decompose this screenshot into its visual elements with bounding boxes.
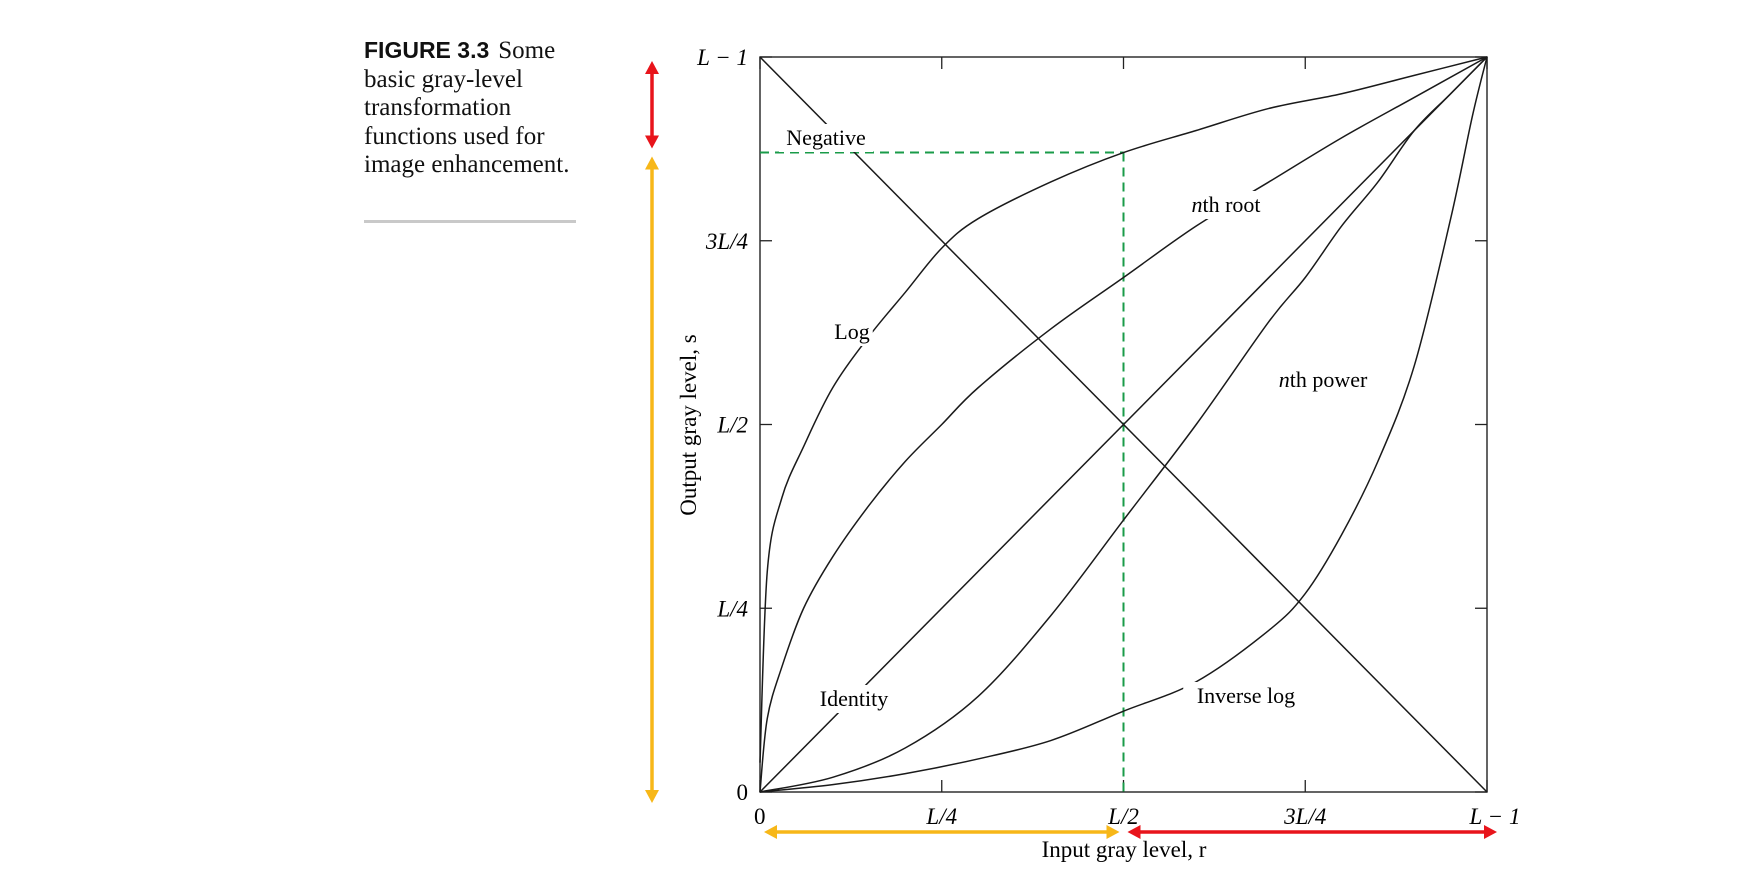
curve-label-log: Log — [834, 319, 869, 344]
y-tick-label: L/2 — [716, 413, 748, 438]
y-tick-label: L/4 — [716, 596, 748, 621]
y-axis-title: Output gray level, s — [676, 334, 701, 515]
curve-nth-power — [759, 56, 1488, 793]
x-tick-label: L/2 — [1107, 804, 1139, 829]
x-tick-label: L/4 — [925, 804, 957, 829]
figure-caption: FIGURE 3.3 Some basic gray-level transfor… — [364, 36, 582, 223]
curves — [759, 56, 1488, 793]
curve-label-nth-power: nth power — [1279, 367, 1368, 392]
range-arrow-x-3-head-right — [1106, 825, 1120, 839]
curve-log — [759, 56, 1488, 763]
range-arrow-x-4 — [1127, 825, 1497, 839]
curve-label-backdrop — [831, 318, 873, 346]
x-axis-title: Input gray level, r — [1042, 837, 1207, 862]
range-arrow-y-2-head-down — [645, 790, 659, 803]
curve-label-inverse-log: Inverse log — [1197, 683, 1295, 708]
caption-text-block: FIGURE 3.3 Some basic gray-level transfor… — [364, 36, 582, 180]
curve-label-backdrop — [1179, 191, 1273, 219]
range-arrow-x-4-head-left — [1127, 825, 1141, 839]
curve-label-identity: Identity — [820, 686, 888, 711]
caption-figure-number: FIGURE 3.3 — [364, 37, 490, 63]
range-arrow-x-4-head-right — [1484, 825, 1497, 839]
curve-nth-root — [759, 56, 1488, 793]
y-tick-label: 0 — [737, 780, 749, 805]
dashed-guides — [760, 151, 1125, 792]
range-arrow-y-2 — [645, 156, 659, 803]
x-tick-label: 3L/4 — [1283, 804, 1326, 829]
tick-labels: 0 L/4 L/2 3L/4 L − 1 0 L/4 L/2 3L/4 L − 1 — [696, 45, 1520, 829]
range-arrows — [645, 61, 1497, 839]
caption-divider — [364, 220, 576, 223]
y-tick-label: 3L/4 — [705, 229, 748, 254]
curve-label-backdrop — [779, 124, 873, 152]
curve-label-negative: Negative — [786, 125, 865, 150]
range-arrow-y-2-head-up — [645, 156, 659, 170]
x-tick-label: 0 — [754, 804, 766, 829]
range-arrow-y-1 — [645, 61, 659, 149]
range-arrow-y-1-head-down — [645, 135, 659, 149]
x-tick-label: L − 1 — [1469, 804, 1521, 829]
curve-label-backdrop — [1183, 682, 1309, 710]
curve-label-nth-root: nth root — [1191, 192, 1260, 217]
curve-label-backdrop — [1270, 366, 1376, 394]
caption-description: Some basic gray-level transformation fun… — [364, 37, 570, 178]
y-tick-label: L − 1 — [696, 45, 748, 70]
range-arrow-x-3-head-left — [764, 825, 777, 839]
curve-identity — [759, 56, 1488, 793]
range-arrow-y-1-head-up — [645, 61, 659, 74]
curve-labels: Negative Identity Log nth root nth power Inve… — [779, 124, 1376, 713]
curve-label-backdrop — [807, 685, 901, 713]
range-arrow-x-3 — [764, 825, 1120, 839]
curve-inverse-log — [759, 56, 1488, 793]
